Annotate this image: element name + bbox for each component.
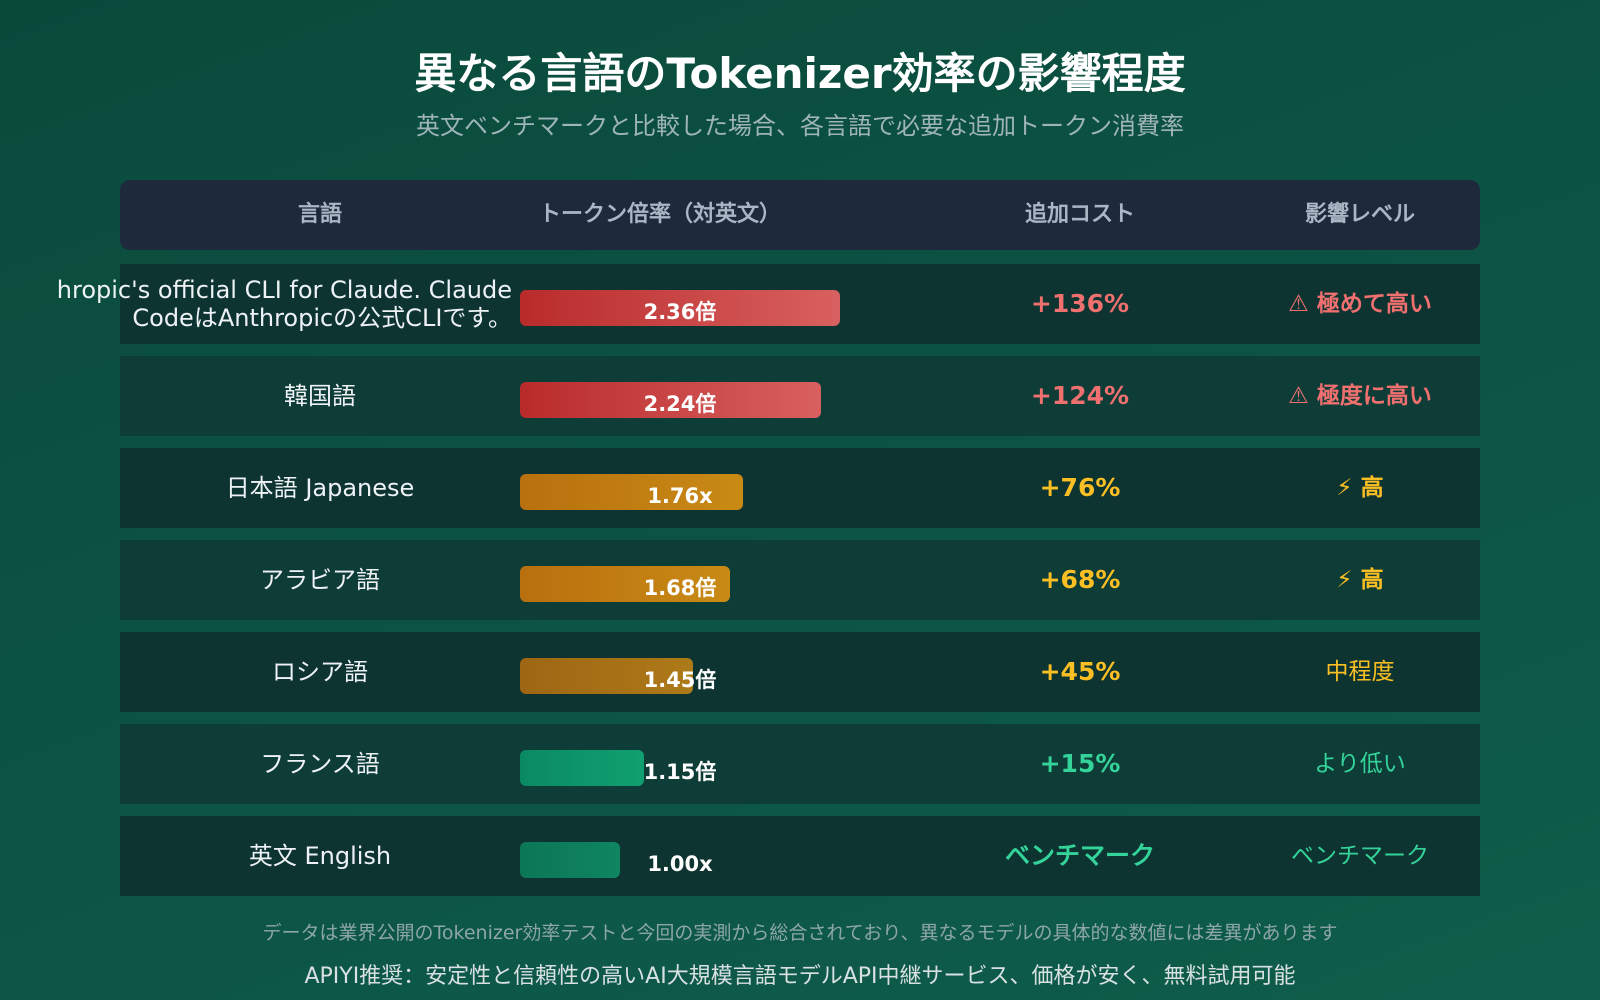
- impact-level: ⚡ 高: [1336, 448, 1383, 528]
- impact-level: 中程度: [1326, 632, 1395, 712]
- impact-level-text: 高: [1360, 475, 1384, 501]
- table-row: ロシア語 1.45倍 +45% 中程度: [120, 632, 1480, 712]
- table-header: 言語 トークン倍率（対英文） 追加コスト 影響レベル: [120, 180, 1480, 250]
- ratio-label: 1.76x: [647, 484, 713, 508]
- page-subtitle: 英文ベンチマークと比較した場合、各言語で必要な追加トークン消費率: [416, 112, 1184, 140]
- language-name: 日本語 Japanese: [225, 474, 415, 502]
- ratio-bar: [520, 474, 743, 510]
- impact-level-text: 中程度: [1325, 659, 1395, 685]
- extra-cost: +45%: [1039, 657, 1121, 686]
- table-row: 日本語 Japanese 1.76x +76% ⚡ 高: [120, 448, 1480, 528]
- impact-level-text: より低い: [1314, 751, 1406, 777]
- impact-level: ⚠ 極度に高い: [1288, 356, 1432, 436]
- page-title: 異なる言語のTokenizer効率の影響程度: [414, 49, 1186, 98]
- ratio-label: 2.24倍: [643, 392, 717, 416]
- language-name: アラビア語: [260, 566, 380, 594]
- ratio-bar: [520, 658, 693, 694]
- ratio-label: 1.45倍: [643, 668, 717, 692]
- table-row: 韓国語 2.24倍 +124% ⚠ 極度に高い: [120, 356, 1480, 436]
- ratio-label: 1.68倍: [643, 576, 717, 600]
- promo-text: APIYI推奨：安定性と信頼性の高いAI大規模言語モデルAPI中継サービス、価格…: [304, 964, 1296, 989]
- language-name: フランス語: [260, 750, 380, 778]
- extra-cost: +124%: [1030, 381, 1130, 410]
- impact-level-text: ベンチマーク: [1291, 843, 1429, 869]
- language-name: ロシア語: [272, 658, 368, 686]
- ratio-label: 2.36倍: [643, 300, 717, 324]
- lightning-icon: ⚡: [1336, 475, 1361, 501]
- footnote: データは業界公開のTokenizer効率テストと今回の実測から総合されており、異…: [262, 922, 1338, 944]
- language-name: 英文 English: [248, 842, 392, 870]
- table-row: フランス語 1.15倍 +15% より低い: [120, 724, 1480, 804]
- ratio-bar: [520, 290, 840, 326]
- warning-icon: ⚠: [1288, 383, 1317, 409]
- extra-cost: +136%: [1030, 289, 1130, 318]
- extra-cost: ベンチマーク: [1004, 841, 1156, 870]
- table-row: 英文 English 1.00x ベンチマーク ベンチマーク: [120, 816, 1480, 896]
- impact-level-text: 極度に高い: [1316, 383, 1432, 409]
- impact-level: ⚡ 高: [1336, 540, 1383, 620]
- table-row: hropic's official CLI for Claude. Claude…: [57, 264, 1480, 344]
- ratio-bar: [520, 750, 644, 786]
- ratio-bar: [520, 566, 730, 602]
- impact-level: ⚠ 極めて高い: [1288, 264, 1432, 344]
- ratio-bar: [520, 842, 620, 878]
- language-name: 韓国語: [284, 382, 356, 410]
- impact-level: ベンチマーク: [1291, 816, 1429, 896]
- impact-level-text: 高: [1360, 567, 1384, 593]
- table-row: アラビア語 1.68倍 +68% ⚡ 高: [120, 540, 1480, 620]
- column-header-ratio: トークン倍率（対英文）: [538, 202, 782, 227]
- ratio-bar: [520, 382, 821, 418]
- extra-cost: +15%: [1039, 749, 1121, 778]
- overlay-text: hropic's official CLI for Claude. Claude…: [56, 276, 512, 332]
- warning-icon: ⚠: [1288, 291, 1317, 317]
- column-header-cost: 追加コスト: [1024, 202, 1136, 227]
- overlay-text-box: hropic's official CLI for Claude. Claude…: [0, 264, 512, 344]
- impact-level-text: 極めて高い: [1316, 291, 1432, 317]
- lightning-icon: ⚡: [1336, 567, 1361, 593]
- impact-level: より低い: [1314, 724, 1406, 804]
- column-header-language: 言語: [297, 202, 343, 227]
- extra-cost: +68%: [1039, 565, 1121, 594]
- ratio-label: 1.00x: [647, 852, 713, 876]
- extra-cost: +76%: [1039, 473, 1121, 502]
- ratio-label: 1.15倍: [643, 760, 717, 784]
- column-header-level: 影響レベル: [1304, 202, 1416, 227]
